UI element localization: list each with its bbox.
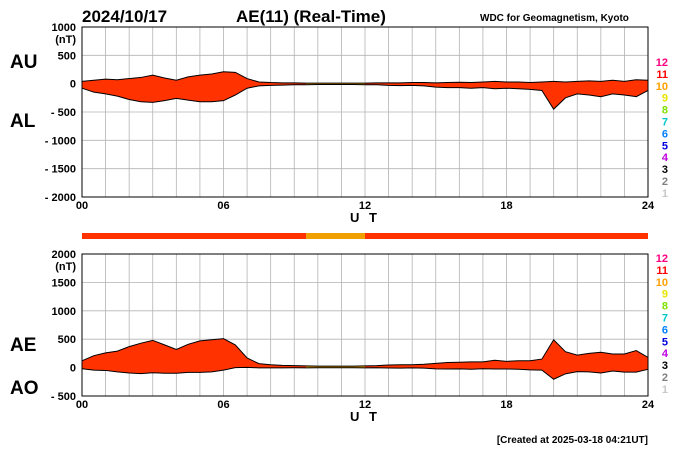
au-al-lower-label: AL xyxy=(10,111,36,132)
station-count-label: 11 xyxy=(656,265,668,277)
station-count-label: 5 xyxy=(662,336,668,348)
station-count-label: 12 xyxy=(656,253,668,265)
au-series-line xyxy=(81,71,649,84)
station-count-label: 3 xyxy=(662,164,668,176)
station-count-label: 11 xyxy=(656,69,668,81)
au-al-xtick-label: 12 xyxy=(359,200,371,212)
date-title: 2024/10/17 xyxy=(82,7,167,26)
al-series-line xyxy=(81,84,649,110)
ae-ao-ytick-label: 1000 xyxy=(52,306,76,318)
station-count-label: 9 xyxy=(662,93,668,105)
ae-ao-xtick-label: 12 xyxy=(359,399,371,411)
ae-ao-frame xyxy=(81,253,649,397)
index-title: AE(11) (Real-Time) xyxy=(236,7,386,26)
au-al-ytick-label: - 500 xyxy=(51,107,76,119)
coverage-segment-low xyxy=(306,233,365,239)
au-al-ytick-label: - 1500 xyxy=(45,164,76,176)
ae-ao-ytick-label: - 500 xyxy=(51,391,76,403)
ae-ao-xtick-label: 00 xyxy=(76,399,88,411)
au-al-ytick-label: 500 xyxy=(58,50,76,62)
coverage-segment-full xyxy=(82,233,307,239)
ae-ao-lower-label: AO xyxy=(10,378,39,399)
ae-ao-ytick-label: 2000 xyxy=(52,249,76,261)
station-count-label: 7 xyxy=(662,313,668,325)
ae-ao-ytick-label: 500 xyxy=(58,334,76,346)
au-al-xtick-label: 18 xyxy=(500,200,512,212)
ae-ao-xtick-label: 06 xyxy=(217,399,229,411)
station-count-label: 4 xyxy=(662,152,669,164)
au-al-ytick-label: 0 xyxy=(70,79,76,91)
station-count-label: 9 xyxy=(662,289,668,301)
station-count-label: 2 xyxy=(662,176,668,188)
au-al-area xyxy=(82,71,648,110)
ae-ao-xtick-label: 18 xyxy=(500,399,512,411)
station-count-label: 1 xyxy=(662,188,668,200)
station-count-label: 10 xyxy=(656,277,668,289)
au-al-xtick-label: 00 xyxy=(76,200,88,212)
station-count-label: 5 xyxy=(662,140,668,152)
au-al-xtick-label: 06 xyxy=(217,200,229,212)
station-count-label: 6 xyxy=(662,324,668,336)
ae-ao-ytick-label: 1500 xyxy=(52,277,76,289)
station-count-label: 4 xyxy=(662,348,669,360)
created-timestamp: [Created at 2025-03-18 04:21UT] xyxy=(497,435,648,446)
station-count-label: 10 xyxy=(656,81,668,93)
au-al-frame xyxy=(81,26,649,198)
station-count-label: 2 xyxy=(662,372,668,384)
ae-series-line xyxy=(81,338,649,367)
station-count-label: 8 xyxy=(662,301,668,313)
station-count-label: 6 xyxy=(662,128,668,140)
au-al-ytick-label: - 2000 xyxy=(45,192,76,204)
au-al-ytick-label: - 1000 xyxy=(45,135,76,147)
au-al-panel: 1000 500 0 - 500 - 1000 - 1500 - 2000 (nT) 00 06 1… xyxy=(10,22,655,225)
ae-ao-area xyxy=(82,338,648,380)
ae-ao-ytick-label: 0 xyxy=(70,363,76,375)
station-count-label: 7 xyxy=(662,117,668,129)
au-al-upper-label: AU xyxy=(10,52,37,73)
ae-ao-upper-label: AE xyxy=(10,335,36,356)
station-count-label: 8 xyxy=(662,105,668,117)
ae-ao-xaxis-label: U T xyxy=(350,409,380,424)
coverage-bar xyxy=(82,233,648,239)
coverage-segment-full xyxy=(365,233,648,239)
source-label: WDC for Geomagnetism, Kyoto xyxy=(480,13,629,24)
ao-series-line xyxy=(81,366,649,380)
au-al-xaxis-label: U T xyxy=(350,210,380,225)
au-al-xtick-label: 24 xyxy=(642,200,655,212)
au-al-ytick-label: 1000 xyxy=(52,22,76,34)
station-count-label: 3 xyxy=(662,360,668,372)
au-al-unit-label: (nT) xyxy=(55,34,76,46)
ae-ao-unit-label: (nT) xyxy=(55,261,76,273)
ae-ao-xtick-label: 24 xyxy=(642,399,655,411)
station-count-label: 12 xyxy=(656,57,668,69)
station-count-label: 1 xyxy=(662,384,668,396)
ae-ao-panel: 2000 1500 1000 500 0 - 500 (nT) 00 06 12 18 24 U T AE… xyxy=(10,249,655,424)
